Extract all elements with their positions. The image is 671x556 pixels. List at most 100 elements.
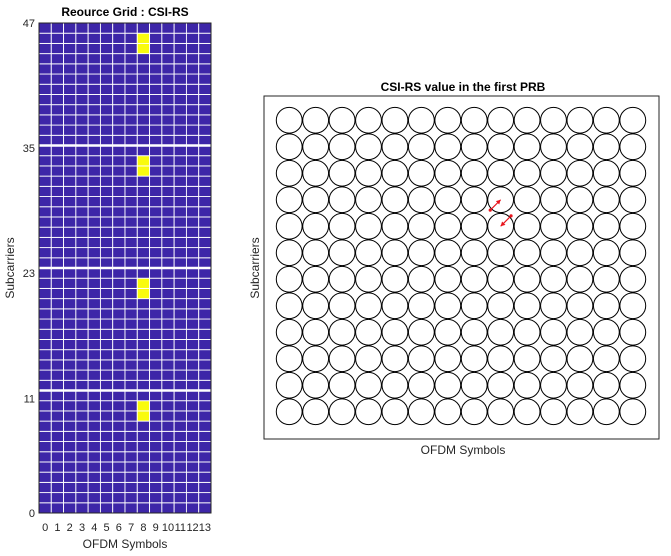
constellation-circle [407, 318, 435, 346]
constellation-circle [619, 106, 647, 134]
grid-cell [99, 175, 114, 187]
grid-cell [173, 42, 187, 55]
grid-cell [75, 318, 89, 330]
grid-cell [136, 53, 151, 65]
grid-cell [63, 63, 77, 75]
grid-cell [38, 267, 52, 279]
grid-cell [149, 145, 163, 157]
constellation-circle [407, 106, 435, 134]
grid-cell [149, 369, 163, 381]
y-tick-label: 35 [23, 143, 35, 155]
grid-cell [50, 308, 65, 320]
grid-cell [63, 410, 77, 422]
grid-cell [63, 471, 77, 483]
resource-grid-frame [38, 22, 212, 514]
constellation-circle [355, 159, 382, 187]
constellation-circle [302, 106, 330, 134]
constellation-circle [540, 159, 567, 187]
grid-cell [198, 236, 212, 249]
grid-cell [185, 104, 200, 116]
grid-cell [149, 328, 163, 340]
grid-cell [198, 298, 212, 310]
resource-grid-title: Reource Grid : CSI-RS [61, 5, 188, 19]
grid-cell [185, 410, 200, 422]
grid-cell [185, 53, 200, 65]
grid-cell [161, 410, 175, 422]
grid-cell [38, 379, 52, 391]
grid-cell [136, 257, 151, 269]
grid-cell [99, 481, 114, 494]
grid-cell [87, 257, 101, 269]
grid-cell [124, 145, 138, 157]
grid-cell [87, 226, 101, 238]
grid-cell [124, 461, 138, 473]
grid-cell [136, 420, 151, 432]
constellation-circle [302, 159, 330, 187]
grid-cell [149, 196, 163, 208]
grid-cell [112, 165, 126, 177]
grid-cell [63, 42, 77, 55]
constellation-circle [619, 318, 647, 346]
grid-cell [161, 206, 175, 218]
grid-cell [99, 226, 114, 238]
grid-cell [63, 339, 77, 351]
grid-cell [87, 185, 101, 197]
grid-cell [198, 216, 212, 228]
grid-cell [161, 114, 175, 126]
constellation-circle [434, 133, 462, 161]
grid-cell [185, 42, 200, 55]
grid-cell [198, 53, 212, 65]
grid-cell [161, 430, 175, 442]
grid-cell [198, 369, 212, 381]
grid-cell [50, 430, 65, 442]
grid-cell [75, 196, 89, 208]
grid-cell [149, 349, 163, 361]
grid-cell [38, 451, 52, 463]
grid-cell [149, 185, 163, 197]
grid-cell [161, 94, 175, 106]
grid-cell [99, 430, 114, 442]
grid-cell [173, 308, 187, 320]
grid-cell [198, 287, 212, 300]
grid-cell [75, 134, 89, 146]
grid-cell [99, 63, 114, 75]
grid-cell [63, 22, 77, 34]
grid-cell [161, 73, 175, 85]
grid-cell [136, 359, 151, 371]
grid-cell [75, 308, 89, 320]
grid-cell [75, 145, 89, 157]
constellation-circle [302, 133, 330, 161]
constellation-circle [566, 292, 594, 320]
grid-cell [63, 175, 77, 187]
constellation-circle [302, 345, 330, 373]
grid-cell [149, 410, 163, 422]
grid-cell [112, 308, 126, 320]
grid-cell [75, 53, 89, 65]
grid-cell [99, 216, 114, 228]
x-tick-label: 4 [91, 522, 97, 534]
grid-cell [38, 277, 52, 289]
grid-cell [198, 42, 212, 55]
grid-cell [136, 298, 151, 310]
grid-cell [112, 226, 126, 238]
grid-cell [161, 339, 175, 351]
grid-cell [87, 461, 101, 473]
grid-cell [173, 94, 187, 106]
constellation-circle [460, 292, 488, 320]
grid-cell [198, 63, 212, 75]
grid-cell [136, 22, 151, 34]
grid-cell [63, 420, 77, 432]
grid-cell [124, 155, 138, 167]
grid-cell [124, 492, 138, 504]
constellation-circle [619, 265, 647, 293]
grid-cell [124, 308, 138, 320]
grid-cell [75, 441, 89, 453]
grid-cell [149, 400, 163, 412]
grid-cell [63, 451, 77, 463]
grid-cell [149, 461, 163, 473]
grid-cell [198, 32, 212, 44]
grid-cell [198, 226, 212, 238]
constellation-circle [566, 186, 594, 214]
grid-cell [173, 22, 187, 34]
grid-cell [185, 379, 200, 391]
